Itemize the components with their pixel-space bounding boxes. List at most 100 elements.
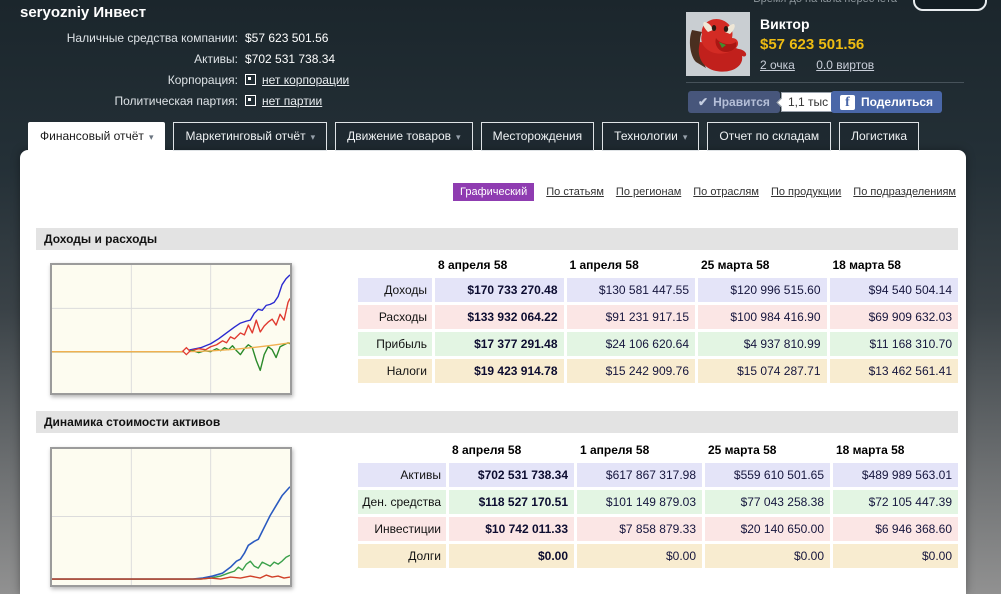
checkbox-icon <box>245 74 256 85</box>
company-fields: Наличные средства компании: $57 623 501.5… <box>20 27 350 111</box>
subnav-active-view[interactable]: Графический <box>453 183 535 201</box>
column-header: 18 марта 58 <box>836 443 905 457</box>
field-value: $57 623 501.56 <box>245 30 329 45</box>
subnav-link[interactable]: По отраслям <box>693 186 759 198</box>
column-header: 1 апреля 58 <box>569 258 639 272</box>
value-cell: $120 996 515.60 <box>698 278 827 302</box>
like-count: 1,1 тыс <box>781 92 836 112</box>
table-2: 8 апреля 58 1 апреля 58 25 марта 58 18 март… <box>358 440 958 568</box>
chevron-down-icon: ▾ <box>456 132 461 142</box>
column-header: 8 апреля 58 <box>438 258 508 272</box>
value-cell: $133 932 064.22 <box>435 305 564 329</box>
subnav-link[interactable]: По регионам <box>615 186 682 198</box>
value-cell: $15 242 909.76 <box>566 359 695 383</box>
value-cell: $0.00 <box>705 544 830 568</box>
value-cell: $0.00 <box>833 544 958 568</box>
assets-chart <box>50 447 292 587</box>
header-spacer <box>358 255 432 275</box>
value-cell: $11 168 310.70 <box>829 332 958 356</box>
table-header: 8 апреля 58 1 апреля 58 25 марта 58 18 март… <box>358 440 958 460</box>
value-cell: $559 610 501.65 <box>705 463 830 487</box>
tab[interactable]: Маркетинговый отчёт ▾ <box>173 122 328 151</box>
field-value: $702 531 738.34 <box>245 51 336 66</box>
field-label: Корпорация: <box>167 72 238 87</box>
header-spacer <box>358 440 446 460</box>
row-label: Прибыль <box>358 332 432 356</box>
column-header: 8 апреля 58 <box>452 443 522 457</box>
virts-link[interactable]: 0.0 виртов <box>816 58 875 72</box>
field-link[interactable]: нет партии <box>262 93 323 108</box>
points-link[interactable]: 2 очка <box>760 58 795 72</box>
value-cell: $7 858 879.33 <box>577 517 702 541</box>
like-label: Нравится <box>713 95 770 109</box>
tab-label: Месторождения <box>492 129 583 143</box>
profile-links: 2 очка 0.0 виртов <box>760 58 892 72</box>
value-cell: $17 377 291.48 <box>435 332 564 356</box>
value-cell: $77 043 258.38 <box>705 490 830 514</box>
column-header: 25 марта 58 <box>708 443 777 457</box>
avatar[interactable] <box>686 12 750 76</box>
chevron-down-icon: ▾ <box>148 132 154 142</box>
company-field: Активы: $702 531 738.34 <box>20 48 349 69</box>
value-cell: $0.00 <box>449 544 574 568</box>
company-field: Политическая партия: нет партии <box>20 90 349 111</box>
tab-bar: Финансовый отчёт ▾ Маркетинговый отчёт ▾ Дви… <box>28 122 920 153</box>
tab-label: Технологии <box>614 129 678 143</box>
avatar-image <box>686 12 750 76</box>
like-button[interactable]: ✔ Нравится <box>688 91 780 113</box>
table-row: Прибыль $17 377 291.48 $24 106 620.64 $4 93… <box>358 332 958 356</box>
table-header: 8 апреля 58 1 апреля 58 25 марта 58 18 март… <box>358 255 958 275</box>
row-label: Налоги <box>358 359 432 383</box>
value-cell: $0.00 <box>577 544 702 568</box>
tab[interactable]: Логистика <box>839 122 920 151</box>
profile-name: Виктор <box>760 16 810 32</box>
table-row: Налоги $19 423 914.78 $15 242 909.76 $15 07… <box>358 359 958 383</box>
column-header: 1 апреля 58 <box>580 443 650 457</box>
row-label: Инвестиции <box>358 517 446 541</box>
checkbox-icon <box>245 95 256 106</box>
profile-money: $57 623 501.56 <box>760 36 865 53</box>
share-label: Поделиться <box>861 95 934 109</box>
value-cell: $69 909 632.03 <box>829 305 958 329</box>
table-1: 8 апреля 58 1 апреля 58 25 марта 58 18 март… <box>358 255 958 383</box>
content-panel: Графический По статьям По регионам По отрас… <box>20 150 966 594</box>
subnav-link[interactable]: По продукции <box>770 186 842 198</box>
tab[interactable]: Отчет по складам <box>707 122 832 151</box>
value-cell: $702 531 738.34 <box>449 463 574 487</box>
value-cell: $118 527 170.51 <box>449 490 574 514</box>
table-row: Расходы $133 932 064.22 $91 231 917.15 $100… <box>358 305 958 329</box>
value-cell: $489 989 563.01 <box>833 463 958 487</box>
value-cell: $617 867 317.98 <box>577 463 702 487</box>
column-header: 25 марта 58 <box>701 258 770 272</box>
value-cell: $94 540 504.14 <box>829 278 958 302</box>
subnav-link[interactable]: По подразделениям <box>853 186 956 198</box>
tab-label: Маркетинговый отчёт <box>185 129 306 143</box>
row-label: Расходы <box>358 305 432 329</box>
value-cell: $4 937 810.99 <box>698 332 827 356</box>
tab[interactable]: Финансовый отчёт ▾ <box>28 122 166 153</box>
tab-label: Отчет по складам <box>719 129 820 143</box>
tab[interactable]: Движение товаров ▾ <box>335 122 473 151</box>
company-title: seryozniy Инвест <box>20 4 147 21</box>
column-header: 18 марта 58 <box>832 258 901 272</box>
field-link[interactable]: нет корпорации <box>262 72 350 87</box>
company-field: Наличные средства компании: $57 623 501.5… <box>20 27 349 48</box>
subnav-link[interactable]: По статьям <box>546 186 604 198</box>
table-row: Ден. средства $118 527 170.51 $101 149 879… <box>358 490 958 514</box>
tab[interactable]: Технологии ▾ <box>602 122 700 151</box>
table-row: Доходы $170 733 270.48 $130 581 447.55 $120… <box>358 278 958 302</box>
chevron-down-icon: ▾ <box>682 132 688 142</box>
share-button[interactable]: f Поделиться <box>831 91 943 113</box>
check-icon: ✔ <box>698 95 709 109</box>
value-cell: $13 462 561.41 <box>829 359 958 383</box>
tab-label: Логистика <box>851 129 908 143</box>
value-cell: $72 105 447.39 <box>833 490 958 514</box>
subnav: Графический По статьям По регионам По отрас… <box>453 183 956 201</box>
profile-divider <box>686 82 964 83</box>
chevron-down-icon: ▾ <box>310 132 316 142</box>
value-cell: $24 106 620.64 <box>566 332 695 356</box>
row-label: Долги <box>358 544 446 568</box>
tab[interactable]: Месторождения <box>480 122 595 151</box>
value-cell: $20 140 650.00 <box>705 517 830 541</box>
row-label: Активы <box>358 463 446 487</box>
